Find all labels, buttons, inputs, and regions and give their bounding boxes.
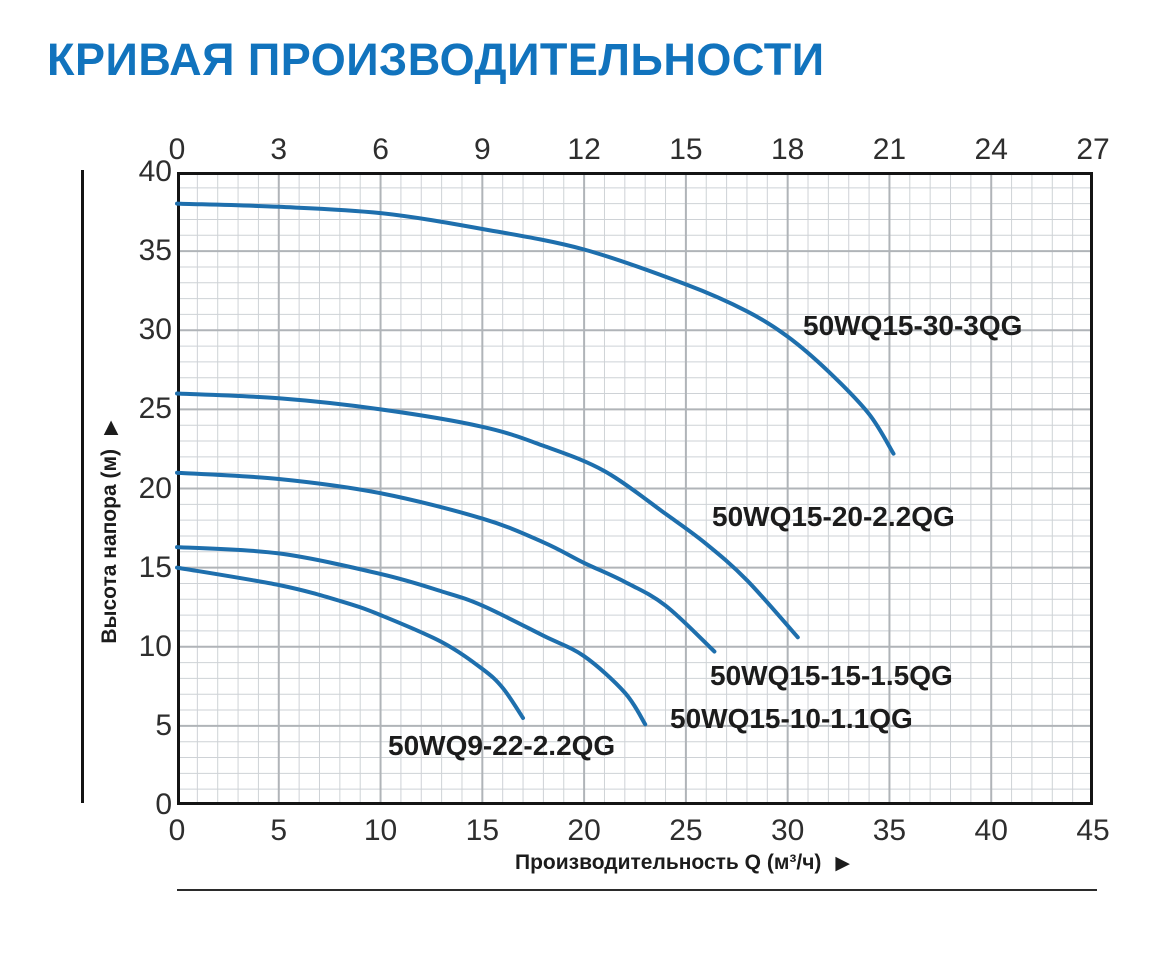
plot-area [175, 172, 1093, 805]
x-bottom-tick-20: 20 [567, 814, 601, 847]
x-bottom-tick-35: 35 [872, 814, 907, 847]
x-bottom-tick-10: 10 [363, 814, 398, 847]
x-top-tick-6: 6 [372, 133, 389, 166]
x-bottom-tick-0: 0 [168, 814, 186, 847]
curve-50WQ15-20-2.2QG [175, 391, 800, 640]
x-top-tick-27: 27 [1076, 133, 1110, 166]
x-top-tick-15: 15 [669, 133, 703, 166]
y-tick-0: 0 [155, 788, 172, 821]
y-tick-40: 40 [138, 155, 172, 188]
curve-50WQ15-15-1.5QG [175, 470, 717, 654]
x-bottom-tick-15: 15 [465, 814, 500, 847]
curve-label-50WQ15-30-3QG: 50WQ15-30-3QG [803, 310, 1023, 341]
right-arrow-icon: ▶ [835, 853, 851, 874]
x-bottom-tick-5: 5 [270, 814, 288, 847]
curve-label-50WQ9-22-2.2QG: 50WQ9-22-2.2QG [388, 730, 616, 761]
x-bottom-tick-30: 30 [770, 814, 805, 847]
curve-label-50WQ15-10-1.1QG: 50WQ15-10-1.1QG [670, 703, 913, 734]
x-top-tick-18: 18 [770, 133, 805, 166]
x-top-tick-9: 9 [473, 133, 491, 166]
page-title: КРИВАЯ ПРОИЗВОДИТЕЛЬНОСТИ [47, 34, 825, 85]
x-top-tick-24: 24 [974, 133, 1008, 166]
curve-50WQ9-22-2.2QG [175, 565, 525, 720]
y-tick-35: 35 [138, 234, 172, 268]
x-top-tick-0: 0 [168, 133, 186, 166]
y-tick-30: 30 [138, 313, 172, 347]
plot-border [177, 172, 1093, 805]
x-top-tick-12: 12 [567, 133, 601, 166]
x-bottom-tick-25: 25 [669, 814, 703, 847]
x-top-tick-21: 21 [872, 133, 907, 166]
y-tick-25: 25 [138, 392, 172, 426]
y-axis-line [81, 170, 84, 803]
x-axis-title-text: Производительность Q (м³/ч) [515, 851, 822, 874]
y-axis-title: Высота напора (м)▶ [95, 322, 125, 742]
y-tick-15: 15 [138, 550, 172, 584]
y-tick-10: 10 [138, 629, 172, 663]
x-bottom-tick-45: 45 [1076, 814, 1110, 847]
bottom-rule [177, 889, 1097, 891]
curve-label-50WQ15-15-1.5QG: 50WQ15-15-1.5QG [710, 660, 953, 691]
x-axis-title: Производительность Q (м³/ч) ▶ [515, 851, 850, 875]
y-tick-5: 5 [155, 708, 172, 742]
x-top-tick-3: 3 [270, 133, 288, 166]
x-bottom-tick-40: 40 [974, 814, 1008, 847]
y-tick-20: 20 [138, 471, 172, 505]
curve-50WQ15-10-1.1QG [175, 545, 648, 727]
curve-label-50WQ15-20-2.2QG: 50WQ15-20-2.2QG [712, 501, 955, 532]
curve-50WQ15-30-3QG [175, 201, 896, 456]
